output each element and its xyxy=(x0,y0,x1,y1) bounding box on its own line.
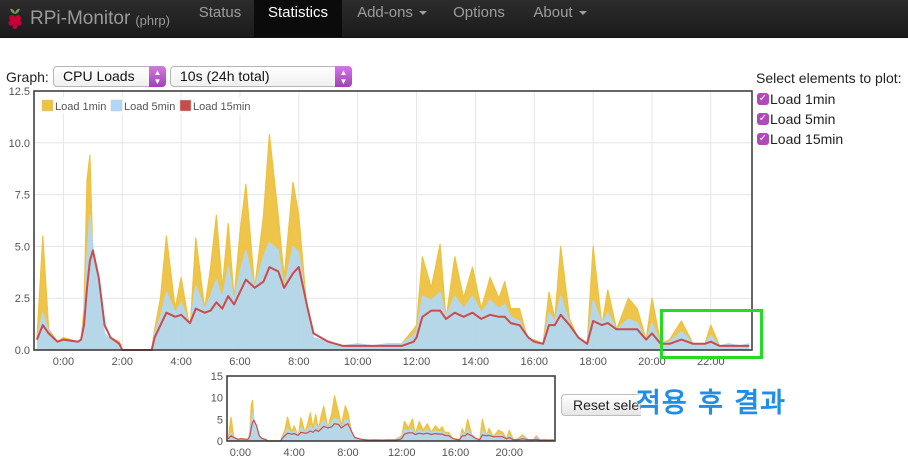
legend-swatch-load-15min xyxy=(179,99,192,112)
x-tick-label: 4:00 xyxy=(284,447,305,459)
nav-statistics-label: Statistics xyxy=(267,4,328,21)
x-tick-label: 12:00 xyxy=(388,447,416,459)
y-tick-label: 5.0 xyxy=(15,241,30,253)
x-tick-label: 12:00 xyxy=(403,356,431,368)
x-tick-label: 4:00 xyxy=(170,356,191,368)
checkbox-load-15min[interactable]: ✓ Load 15min xyxy=(757,130,843,148)
nav-options-label: Options xyxy=(453,4,505,21)
legend-label-load-5min: Load 5min xyxy=(124,101,175,113)
y-tick-label: 0 xyxy=(217,436,223,448)
checkbox-label: Load 15min xyxy=(770,131,844,147)
overview-chart[interactable]: 0 5 10 15 0:00 4:00 8:00 12:00 16:00 20:00 xyxy=(200,370,560,469)
series-area-load-5min xyxy=(36,215,750,350)
x-tick-label: 8:00 xyxy=(337,447,358,459)
y-tick-label: 10.0 xyxy=(9,138,30,150)
nav-about-label: About xyxy=(533,4,573,21)
overview-border xyxy=(226,375,556,442)
nav-options[interactable]: Options xyxy=(440,0,518,37)
y-tick-label: 15 xyxy=(211,371,223,383)
x-tick-label: 20:00 xyxy=(496,447,524,459)
series-line-load-1min xyxy=(36,133,750,351)
graph-select[interactable]: CPU Loads ▲ ▼ xyxy=(53,66,166,87)
checkbox-load-5min[interactable]: ✓ Load 5min xyxy=(757,110,835,128)
navbar: RPi-Monitor (phrp) Status Statistics Add… xyxy=(0,0,908,38)
x-tick-label: 2:00 xyxy=(112,356,133,368)
checkbox-load-1min[interactable]: ✓ Load 1min xyxy=(757,90,835,108)
select-arrows-icon: ▲ ▼ xyxy=(335,66,352,87)
y-tick-label: 7.5 xyxy=(15,190,30,202)
reset-selection-button[interactable]: Reset selection xyxy=(561,394,641,416)
x-tick-label: 8:00 xyxy=(288,356,309,368)
x-tick-label: 6:00 xyxy=(229,356,250,368)
nav-about[interactable]: About xyxy=(520,0,600,37)
series-area-load-5min xyxy=(228,412,554,441)
y-tick-label: 2.5 xyxy=(15,293,30,305)
nav-statistics[interactable]: Statistics xyxy=(254,0,342,37)
nav-addons-label: Add-ons xyxy=(357,4,413,21)
legend-swatch-load-5min xyxy=(110,99,123,112)
checkbox-label: Load 1min xyxy=(770,91,836,107)
range-select[interactable]: 10s (24h total) ▲ ▼ xyxy=(170,66,352,87)
nav-status-label: Status xyxy=(198,4,242,21)
series-area-load-1min xyxy=(36,134,750,350)
series-area-load-1min xyxy=(228,395,554,441)
checkbox-checked-icon[interactable]: ✓ xyxy=(757,133,769,145)
legend-label-load-1min: Load 1min xyxy=(55,101,106,113)
series-line-load-1min xyxy=(227,395,554,442)
legend-swatch-load-1min xyxy=(41,99,54,112)
plot-elements-title: Select elements to plot: xyxy=(756,70,902,86)
raspberry-icon xyxy=(8,8,22,29)
x-tick-label: 16:00 xyxy=(442,447,470,459)
nav-status[interactable]: Status xyxy=(184,0,256,37)
x-tick-label: 20:00 xyxy=(638,356,666,368)
x-tick-label: 10:00 xyxy=(344,356,372,368)
checkbox-checked-icon[interactable]: ✓ xyxy=(757,93,769,105)
caret-down-icon xyxy=(418,11,427,16)
caret-down-icon xyxy=(578,11,587,16)
nav-addons[interactable]: Add-ons xyxy=(344,0,440,37)
highlight-box xyxy=(660,309,763,359)
cpu-load-chart[interactable]: 0.0 2.5 5.0 7.5 10.0 12.5 0:00 2:00 4:00 6:00 8:0… xyxy=(0,82,760,374)
overlay-caption: 적용 후 결과 xyxy=(636,388,786,419)
series-line-load-15min xyxy=(35,249,750,351)
checkbox-label: Load 5min xyxy=(770,111,836,127)
series-line-load-15min xyxy=(227,419,554,442)
graph-label: Graph: xyxy=(6,69,49,85)
select-arrows-icon: ▲ ▼ xyxy=(149,66,166,87)
brand-host: (phrp) xyxy=(135,13,170,28)
checkbox-checked-icon[interactable]: ✓ xyxy=(757,113,769,125)
range-select-value: 10s (24h total) xyxy=(180,68,270,84)
x-tick-label: 0:00 xyxy=(53,356,74,368)
brand-name: RPi-Monitor xyxy=(30,7,131,29)
y-tick-label: 0.0 xyxy=(15,345,30,357)
x-tick-label: 16:00 xyxy=(520,356,548,368)
x-tick-label: 18:00 xyxy=(579,356,607,368)
x-tick-label: 22:00 xyxy=(697,356,725,368)
y-tick-label: 10 xyxy=(211,393,223,405)
series-line-load-5min xyxy=(227,412,554,442)
y-tick-label: 12.5 xyxy=(9,86,30,98)
brand[interactable]: RPi-Monitor (phrp) xyxy=(6,0,170,37)
legend-label-load-15min: Load 15min xyxy=(193,101,251,113)
y-tick-label: 5 xyxy=(217,414,223,426)
x-tick-label: 0:00 xyxy=(230,447,251,459)
graph-select-value: CPU Loads xyxy=(63,68,135,84)
plot-border xyxy=(33,90,753,351)
x-tick-label: 14:00 xyxy=(462,356,490,368)
chart-legend: Load 1min Load 5min Load 15min xyxy=(38,97,264,114)
